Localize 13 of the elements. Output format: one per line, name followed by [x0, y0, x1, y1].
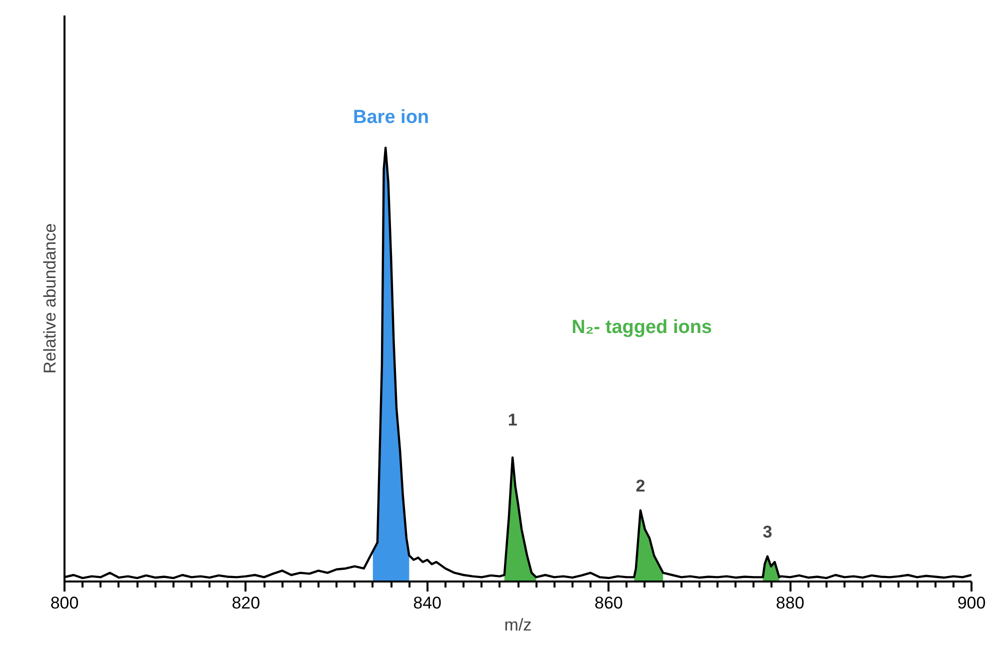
y-axis-title: Relative abundance — [40, 223, 60, 374]
x-tick-label: 800 — [50, 594, 79, 612]
annotation: 2 — [636, 476, 646, 496]
x-tick-label: 820 — [232, 594, 260, 612]
x-tick-label: 860 — [594, 594, 623, 612]
x-axis-title: m/z — [504, 616, 532, 634]
x-tick-label: 900 — [957, 594, 986, 612]
annotation: 1 — [508, 410, 518, 430]
text: N₂- tagged ions — [572, 316, 712, 338]
x-tick-label: 880 — [776, 594, 804, 612]
annotation: 3 — [762, 522, 772, 542]
series-label: Bare ion — [353, 106, 430, 128]
x-tick-label: 840 — [413, 594, 442, 612]
